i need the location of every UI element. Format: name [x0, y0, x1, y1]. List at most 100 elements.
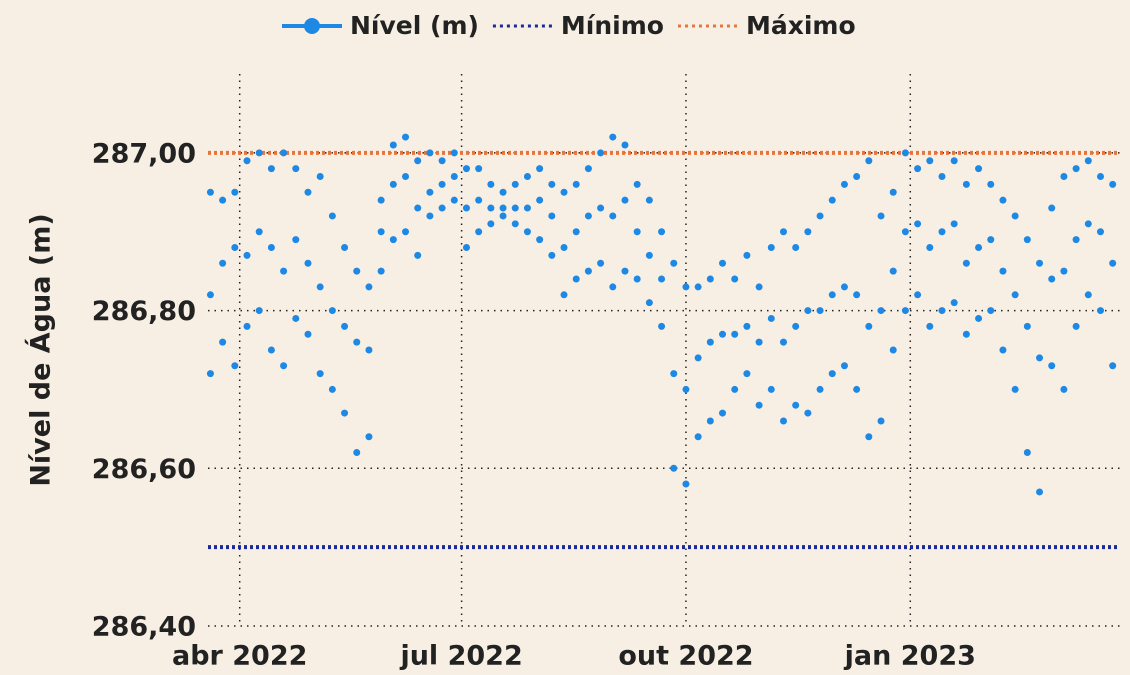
- data-point: [633, 275, 641, 283]
- data-point: [231, 362, 239, 370]
- data-point: [572, 228, 580, 236]
- x-tick-label: abr 2022: [172, 641, 307, 672]
- data-point: [633, 180, 641, 188]
- y-tick-label: 286,40: [92, 612, 196, 643]
- data-point: [1072, 322, 1080, 330]
- data-point: [658, 228, 666, 236]
- data-point: [316, 173, 324, 181]
- data-point: [206, 188, 214, 196]
- data-point: [341, 322, 349, 330]
- data-point: [316, 370, 324, 378]
- data-point: [1060, 385, 1068, 393]
- data-point: [365, 346, 373, 354]
- data-point: [462, 204, 470, 212]
- data-point: [572, 180, 580, 188]
- data-point: [267, 243, 275, 251]
- data-point: [560, 243, 568, 251]
- data-point: [255, 307, 263, 315]
- data-point: [853, 173, 861, 181]
- data-point: [365, 283, 373, 291]
- data-point: [353, 338, 361, 346]
- data-point: [1096, 228, 1104, 236]
- data-point: [377, 196, 385, 204]
- data-point: [609, 133, 617, 141]
- data-point: [414, 251, 422, 259]
- data-point: [584, 165, 592, 173]
- legend-label: Mínimo: [561, 11, 664, 40]
- data-point: [511, 204, 519, 212]
- data-point: [341, 243, 349, 251]
- data-point: [621, 267, 629, 275]
- data-point: [792, 401, 800, 409]
- data-point: [597, 149, 605, 157]
- data-point: [609, 212, 617, 220]
- data-point: [645, 196, 653, 204]
- data-point: [206, 291, 214, 299]
- data-point: [743, 370, 751, 378]
- data-point: [792, 243, 800, 251]
- data-point: [840, 283, 848, 291]
- y-axis-label: Nível de Água (m): [25, 213, 57, 486]
- data-point: [816, 212, 824, 220]
- data-point: [426, 188, 434, 196]
- data-point: [694, 433, 702, 441]
- data-point: [450, 196, 458, 204]
- data-point: [962, 180, 970, 188]
- data-point: [292, 236, 300, 244]
- x-tick-label: jul 2022: [399, 641, 522, 672]
- data-point: [719, 409, 727, 417]
- data-point: [584, 267, 592, 275]
- data-point: [999, 196, 1007, 204]
- data-point: [938, 307, 946, 315]
- data-point: [414, 157, 422, 165]
- data-point: [341, 409, 349, 417]
- data-point: [1060, 173, 1068, 181]
- data-point: [475, 196, 483, 204]
- data-point: [462, 243, 470, 251]
- data-point: [889, 188, 897, 196]
- data-point: [975, 314, 983, 322]
- data-point: [987, 307, 995, 315]
- data-point: [755, 401, 763, 409]
- data-point: [389, 180, 397, 188]
- data-point: [804, 228, 812, 236]
- data-point: [645, 299, 653, 307]
- data-point: [536, 196, 544, 204]
- data-point: [950, 220, 958, 228]
- data-point: [328, 307, 336, 315]
- data-point: [926, 157, 934, 165]
- data-point: [865, 433, 873, 441]
- data-point: [1096, 173, 1104, 181]
- data-point: [938, 173, 946, 181]
- data-point: [743, 251, 751, 259]
- data-point: [1036, 488, 1044, 496]
- data-point: [304, 330, 312, 338]
- data-point: [914, 220, 922, 228]
- data-point: [438, 157, 446, 165]
- data-point: [828, 196, 836, 204]
- data-point: [243, 157, 251, 165]
- data-point: [975, 165, 983, 173]
- data-point: [548, 212, 556, 220]
- data-point: [816, 385, 824, 393]
- data-point: [670, 464, 678, 472]
- data-point: [950, 299, 958, 307]
- data-point: [206, 370, 214, 378]
- data-point: [865, 322, 873, 330]
- data-point: [889, 346, 897, 354]
- data-point: [987, 236, 995, 244]
- data-point: [828, 370, 836, 378]
- data-point: [243, 322, 251, 330]
- data-point: [779, 338, 787, 346]
- data-point: [1060, 267, 1068, 275]
- data-point: [353, 267, 361, 275]
- data-point: [938, 228, 946, 236]
- data-point: [219, 338, 227, 346]
- data-point: [877, 307, 885, 315]
- data-point: [292, 314, 300, 322]
- data-point: [767, 314, 775, 322]
- data-point: [243, 251, 251, 259]
- data-point: [865, 157, 873, 165]
- data-point: [511, 180, 519, 188]
